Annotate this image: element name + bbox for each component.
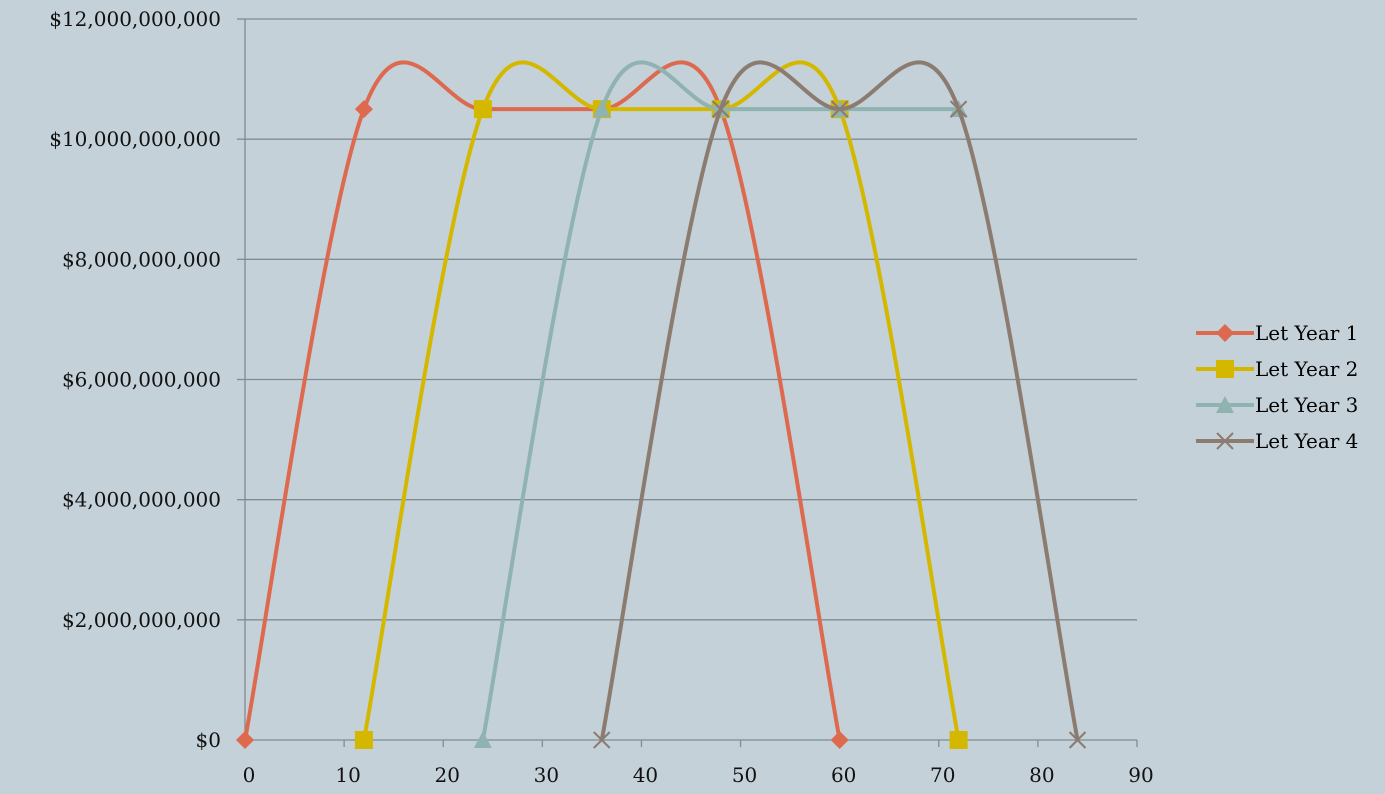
legend-label: Let Year 4 [1255,429,1359,453]
x-tick-label: 50 [732,763,757,787]
data-point [473,731,492,748]
legend-swatch-let-year-3 [1196,396,1254,413]
legend-item-let-year-3: Let Year 3 [1196,387,1358,423]
legend-item-let-year-2: Let Year 2 [1196,351,1358,387]
series-line-let-year-2 [361,60,961,741]
legend: Let Year 1 Let Year 2 Let Year 3 Let Yea… [1196,315,1358,459]
y-tick-label: $2,000,000,000 [62,608,221,632]
y-tick-label: $6,000,000,000 [62,368,221,392]
legend-label: Let Year 3 [1255,393,1359,417]
data-point [354,100,373,119]
x-tick-label: 0 [243,763,256,787]
x-tick-label: 70 [930,763,955,787]
data-point [1068,731,1087,749]
data-point [712,100,730,118]
data-point [593,731,611,749]
legend-marker [1216,432,1234,450]
legend-marker [1216,360,1234,378]
legend-marker [1216,396,1234,413]
legend-item-let-year-4: Let Year 4 [1196,423,1358,459]
legend-label: Let Year 1 [1255,321,1359,345]
legend-swatch-let-year-1 [1196,324,1254,342]
data-point [592,100,611,118]
y-tick-label: $8,000,000,000 [62,247,221,271]
x-tick-label: 90 [1128,763,1153,787]
legend-swatch-let-year-2 [1196,360,1254,378]
data-point [473,100,492,119]
x-tick-label: 30 [534,763,559,787]
data-point [830,731,849,749]
series-line-let-year-3 [480,60,959,741]
x-tick-label: 60 [831,763,856,787]
x-tick-label: 40 [633,763,658,787]
x-tick-label: 10 [335,763,360,787]
legend-label: Let Year 2 [1255,357,1359,381]
data-point [949,731,968,749]
x-tick-label: 20 [434,763,459,787]
y-tick-label: $0 [196,728,221,752]
series-line-let-year-1 [243,60,842,741]
y-tick-label: $12,000,000,000 [49,7,221,31]
series-line-let-year-4 [599,60,1080,741]
x-tick-label: 80 [1029,763,1054,787]
data-point [949,100,968,118]
data-point [830,100,849,118]
data-point [236,731,254,749]
data-point [354,731,373,749]
y-tick-label: $10,000,000,000 [49,127,221,151]
legend-item-let-year-1: Let Year 1 [1196,315,1358,351]
y-tick-label: $4,000,000,000 [62,488,221,512]
legend-swatch-let-year-4 [1196,432,1254,450]
legend-marker [1216,324,1234,342]
